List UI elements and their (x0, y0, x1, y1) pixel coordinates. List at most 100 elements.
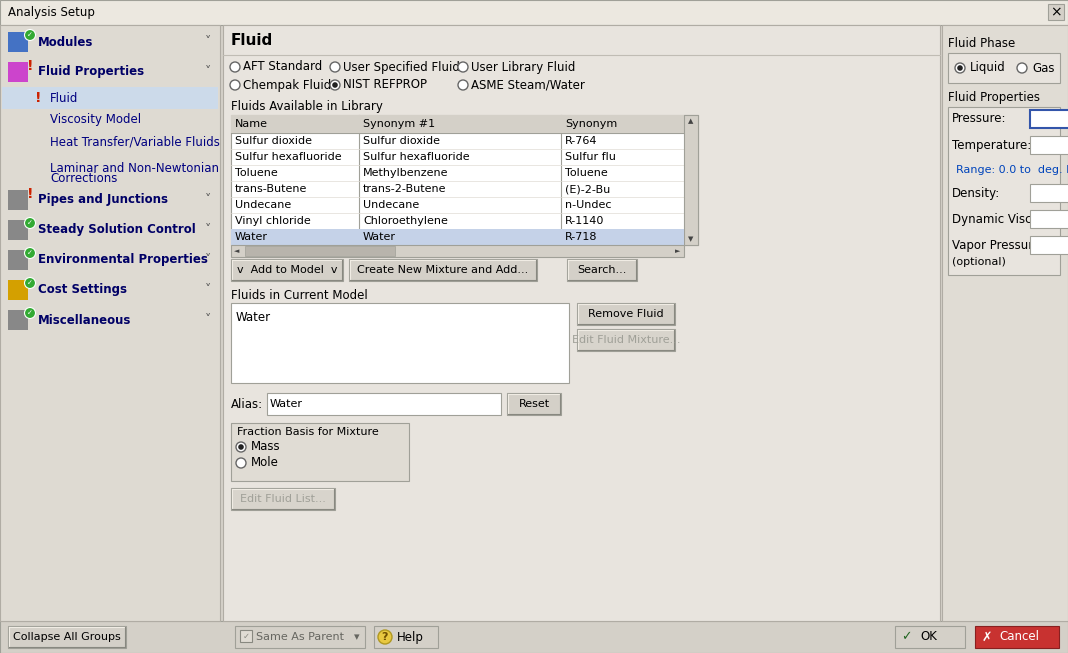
Text: !: ! (27, 59, 33, 73)
Circle shape (25, 278, 35, 289)
Bar (235, 626, 365, 648)
Text: R-764: R-764 (565, 136, 597, 146)
Circle shape (955, 63, 965, 73)
Bar (374, 626, 438, 648)
Bar (231, 229, 684, 245)
Text: Liquid: Liquid (970, 61, 1006, 74)
Text: Sulfur dioxide: Sulfur dioxide (235, 136, 312, 146)
Text: ˅: ˅ (205, 223, 211, 236)
Text: trans-Butene: trans-Butene (235, 184, 308, 194)
Circle shape (330, 80, 340, 90)
Circle shape (25, 308, 35, 319)
Text: Chloroethylene: Chloroethylene (363, 216, 447, 226)
Text: Undecane: Undecane (363, 200, 420, 210)
Text: ASME Steam/Water: ASME Steam/Water (471, 78, 585, 91)
Text: Steady Solution Control: Steady Solution Control (38, 223, 195, 236)
Bar (267, 393, 501, 415)
Text: ✗: ✗ (981, 631, 992, 643)
Circle shape (25, 29, 35, 40)
Text: Pressure:: Pressure: (952, 112, 1006, 125)
Text: Gas: Gas (1032, 61, 1054, 74)
Text: ▾: ▾ (355, 632, 360, 642)
Text: Water: Water (363, 232, 396, 242)
Text: trans-2-Butene: trans-2-Butene (363, 184, 446, 194)
Text: Density:: Density: (952, 187, 1001, 200)
Bar (231, 115, 684, 133)
Bar (7, 310, 28, 330)
Bar (231, 303, 569, 383)
Circle shape (332, 82, 337, 88)
Text: Sulfur flu: Sulfur flu (565, 152, 616, 162)
Circle shape (330, 62, 340, 72)
Bar (567, 259, 637, 281)
Text: Edit Fluid Mixture...: Edit Fluid Mixture... (571, 335, 680, 345)
Circle shape (238, 444, 244, 450)
Text: Fluids Available in Library: Fluids Available in Library (231, 100, 382, 113)
Text: Vinyl chloride: Vinyl chloride (235, 216, 311, 226)
Bar (231, 115, 698, 245)
Text: Mole: Mole (251, 456, 279, 470)
Bar (7, 626, 126, 648)
Text: NIST REFPROP: NIST REFPROP (343, 78, 427, 91)
Text: Toluene: Toluene (565, 168, 608, 178)
Bar (942, 25, 1068, 621)
Text: Synonym #1: Synonym #1 (363, 119, 435, 129)
Text: Edit Fluid List...: Edit Fluid List... (240, 494, 326, 504)
Text: R-718: R-718 (565, 232, 597, 242)
Bar (7, 32, 28, 52)
Text: Fraction Basis for Mixture: Fraction Basis for Mixture (237, 427, 379, 437)
Text: Name: Name (235, 119, 268, 129)
Text: ˅: ˅ (205, 193, 211, 206)
Bar (577, 303, 675, 325)
Text: ˅: ˅ (205, 35, 211, 48)
Text: Fluid: Fluid (50, 91, 78, 104)
Text: Vapor Pressure:: Vapor Pressure: (952, 238, 1045, 251)
Text: User Library Fluid: User Library Fluid (471, 61, 576, 74)
Text: Sulfur dioxide: Sulfur dioxide (363, 136, 440, 146)
Text: Fluid Phase: Fluid Phase (948, 37, 1016, 50)
Bar (349, 259, 537, 281)
Text: Toluene: Toluene (235, 168, 278, 178)
Text: ˅: ˅ (205, 65, 211, 78)
Text: ?: ? (381, 632, 389, 642)
Text: Same As Parent: Same As Parent (256, 632, 344, 642)
Bar (7, 62, 28, 82)
Circle shape (458, 80, 468, 90)
Bar (2, 87, 218, 109)
Text: Methylbenzene: Methylbenzene (363, 168, 449, 178)
Text: Fluid: Fluid (231, 33, 273, 48)
Bar (975, 626, 1059, 648)
Bar (1030, 184, 1068, 202)
Bar (7, 190, 28, 210)
Text: ✓: ✓ (27, 250, 33, 256)
Text: ►: ► (675, 248, 680, 254)
Bar (0, 25, 220, 621)
Text: Laminar and Non-Newtonian: Laminar and Non-Newtonian (50, 163, 219, 176)
Bar (231, 423, 409, 481)
Bar (1048, 4, 1064, 20)
Text: Mass: Mass (251, 441, 281, 453)
Bar (1030, 110, 1068, 128)
Text: ✓: ✓ (27, 280, 33, 286)
Text: Alias:: Alias: (231, 398, 263, 411)
Bar (507, 393, 561, 415)
Text: Undecane: Undecane (235, 200, 292, 210)
Bar (245, 246, 395, 256)
Circle shape (236, 442, 246, 452)
Text: Create New Mixture and Add...: Create New Mixture and Add... (358, 265, 529, 275)
Bar (231, 259, 343, 281)
Text: Analysis Setup: Analysis Setup (7, 6, 95, 19)
Text: Miscellaneous: Miscellaneous (38, 313, 131, 326)
Bar (895, 626, 965, 648)
Bar (231, 245, 684, 257)
Bar (7, 280, 28, 300)
Text: Sulfur hexafluoride: Sulfur hexafluoride (363, 152, 470, 162)
Text: Chempak Fluid: Chempak Fluid (244, 78, 331, 91)
Circle shape (230, 80, 240, 90)
Text: ✓: ✓ (242, 631, 250, 641)
Text: n-Undec: n-Undec (565, 200, 612, 210)
Circle shape (458, 62, 468, 72)
Text: ▲: ▲ (688, 118, 694, 124)
Text: Water: Water (235, 232, 268, 242)
Text: Pipes and Junctions: Pipes and Junctions (38, 193, 168, 206)
